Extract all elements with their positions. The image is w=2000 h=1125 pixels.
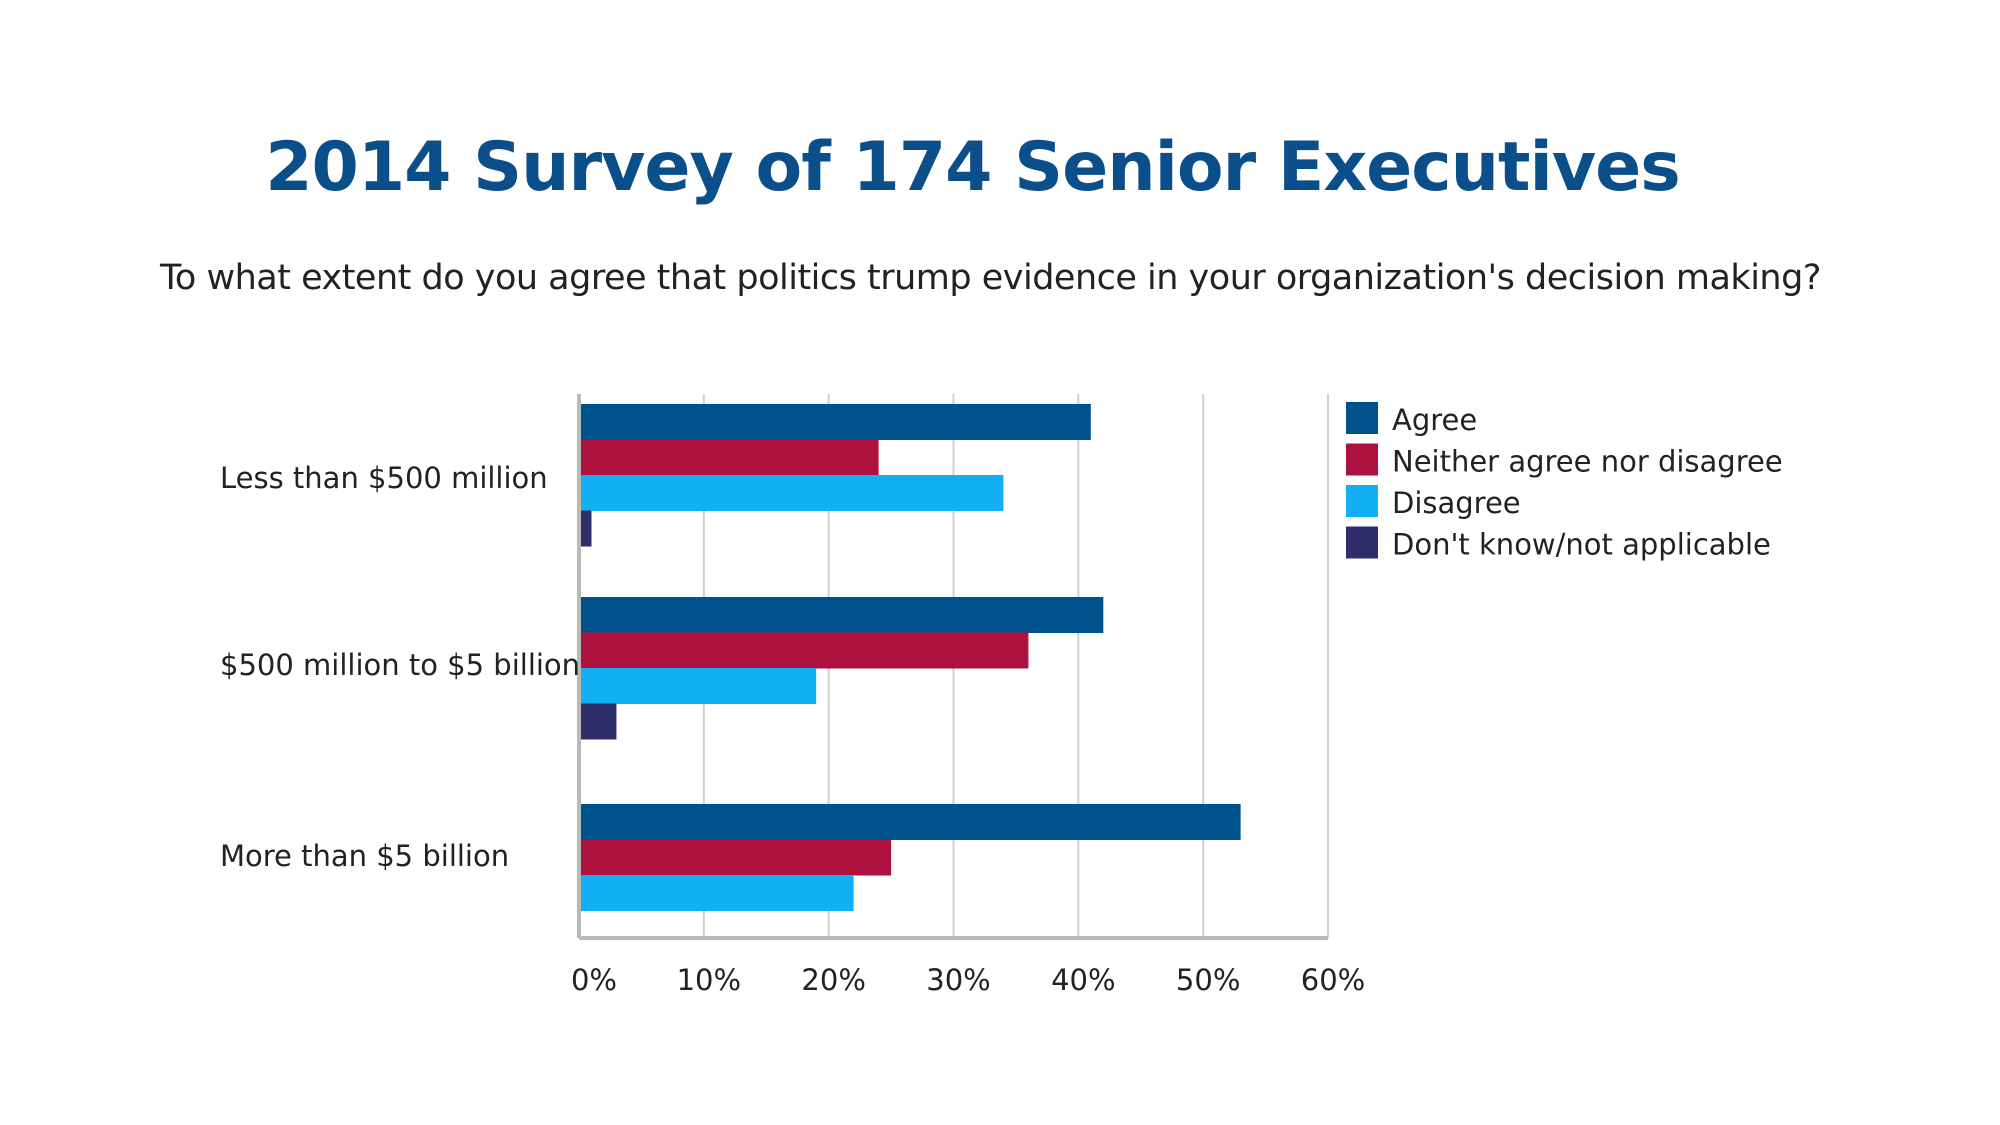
x-tick-label: 20% (801, 963, 865, 997)
bar-don-t-know-not-applicable (581, 510, 592, 547)
x-tick-label: 40% (1051, 963, 1115, 997)
category-label: More than $5 billion (220, 839, 509, 873)
legend-swatch (1346, 443, 1378, 476)
x-tick-label: 50% (1176, 963, 1240, 997)
legend-swatch (1346, 526, 1378, 559)
legend-label: Agree (1392, 403, 1477, 437)
x-tick-label: 60% (1301, 963, 1365, 997)
category-label: Less than $500 million (220, 461, 548, 495)
bar-agree (581, 404, 1091, 440)
legend-swatch (1346, 402, 1378, 434)
bar-disagree (581, 475, 1004, 511)
bar-neither-agree-nor-disagree (581, 632, 1029, 669)
bar-neither-agree-nor-disagree (581, 439, 879, 476)
bar-disagree (581, 668, 817, 704)
bar-agree (581, 597, 1104, 633)
category-label: $500 million to $5 billion (220, 648, 580, 682)
legend-label: Disagree (1392, 486, 1521, 520)
bar-agree (581, 804, 1241, 840)
chart-title: 2014 Survey of 174 Senior Executives (265, 128, 1681, 207)
legend-label: Neither agree nor disagree (1392, 445, 1783, 479)
bar-neither-agree-nor-disagree (581, 839, 892, 876)
legend-swatch (1346, 485, 1378, 517)
bar-disagree (581, 875, 854, 911)
legend-label: Don't know/not applicable (1392, 528, 1771, 562)
chart-subtitle: To what extent do you agree that politic… (160, 258, 1821, 298)
x-tick-label: 30% (926, 963, 990, 997)
x-tick-label: 10% (677, 963, 741, 997)
x-tick-label: 0% (571, 963, 617, 997)
bar-don-t-know-not-applicable (581, 703, 617, 740)
